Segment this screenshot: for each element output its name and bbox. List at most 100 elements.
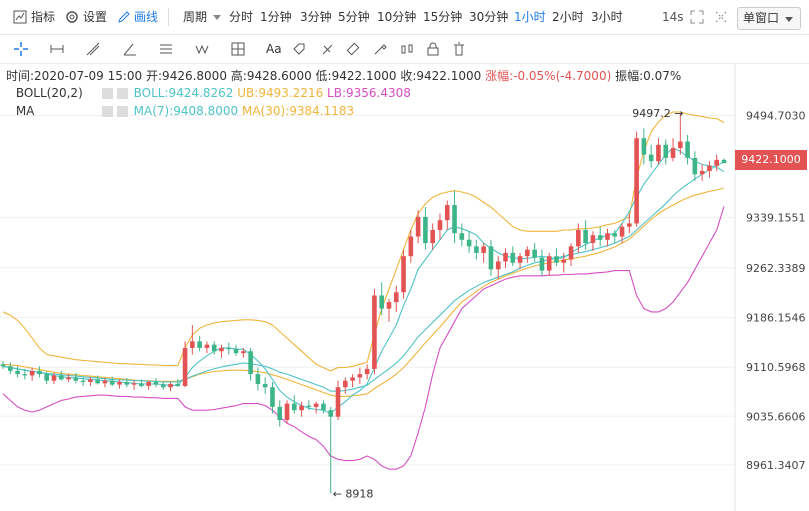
candle-body xyxy=(182,347,188,386)
candle-body xyxy=(423,216,428,244)
draw-button[interactable]: 画线 xyxy=(134,10,159,24)
interval-tab[interactable]: 1小时 xyxy=(514,10,546,24)
candle-body xyxy=(58,375,64,380)
candle-body xyxy=(131,383,137,385)
ub-value: UB:9493.2216 xyxy=(237,86,324,100)
candle-body xyxy=(408,236,414,257)
candle-body xyxy=(415,216,421,237)
candle-body xyxy=(488,246,494,270)
candle-body xyxy=(714,159,720,166)
interval-tab[interactable]: 2小时 xyxy=(552,10,584,24)
settings-icon[interactable] xyxy=(101,88,113,99)
collapse-icon[interactable] xyxy=(714,10,728,24)
candle-body xyxy=(692,157,698,175)
candle-body xyxy=(699,171,705,175)
y-tick-label: 9110.5968 xyxy=(746,361,806,374)
boll-legend: BOLL(20,2) BOLL:9424.8262 UB:9493.2216 L… xyxy=(6,86,411,100)
brush-icon[interactable] xyxy=(373,42,387,56)
interval-tab[interactable]: 3分钟 xyxy=(300,10,332,24)
candle-body xyxy=(379,295,385,309)
window-mode-select[interactable]: 单窗口 xyxy=(737,7,801,30)
interval-tab[interactable]: 1分钟 xyxy=(260,10,292,24)
boll-name: BOLL(20,2) xyxy=(15,86,83,100)
parallel-lines-icon[interactable] xyxy=(159,42,173,56)
candle-body xyxy=(525,249,530,257)
interval-tab[interactable]: 3小时 xyxy=(591,10,623,24)
ohlc-open: 开:9426.8000 xyxy=(146,69,227,83)
candle-body xyxy=(204,344,210,348)
candle-body xyxy=(335,387,341,417)
y-tick-label: 8961.3407 xyxy=(746,459,806,472)
lock-icon[interactable] xyxy=(426,42,440,56)
candle-body xyxy=(255,374,261,384)
candle-body xyxy=(88,379,93,383)
candle-body xyxy=(554,256,559,263)
candle-body xyxy=(292,403,297,411)
candle-body xyxy=(430,229,435,244)
high-annotation: 9497.2 → xyxy=(632,107,683,120)
ohlc-time: 时间:2020-07-09 15:00 xyxy=(6,69,143,83)
candle-body xyxy=(583,229,588,244)
ruler-icon[interactable] xyxy=(346,42,360,56)
interval-tab[interactable]: 30分钟 xyxy=(469,10,509,24)
candle-body xyxy=(401,256,406,293)
crosshair-icon[interactable] xyxy=(14,42,28,56)
magnet-icon[interactable] xyxy=(320,42,334,56)
fullscreen-icon[interactable] xyxy=(690,10,704,24)
candle-body xyxy=(44,374,49,381)
interval-tab[interactable]: 分时 xyxy=(229,10,254,24)
close-icon[interactable] xyxy=(116,106,128,117)
candle-body xyxy=(277,406,283,421)
top-toolbar: 指标 设置 画线 周期 分时 1分钟 3分钟 5分钟 10分钟 15分钟 30分钟 1小时 2小… xyxy=(0,0,809,35)
wave-icon[interactable] xyxy=(195,42,209,56)
angle-icon[interactable] xyxy=(123,42,137,56)
ohlc-change: 涨幅:-0.05%(-4.7000) xyxy=(485,69,612,83)
candle-body xyxy=(597,235,603,240)
interval-tab[interactable]: 10分钟 xyxy=(377,10,417,24)
ohlc-info: 时间:2020-07-09 15:00 开:9426.8000 高:9428.6… xyxy=(6,69,681,83)
text-tool-icon[interactable]: Aa xyxy=(266,42,282,56)
candle-body xyxy=(146,382,151,386)
y-tick-label: 9339.1551 xyxy=(746,211,806,224)
settings-icon[interactable] xyxy=(101,106,113,117)
candle-body xyxy=(474,246,479,253)
ohlc-high: 高:9428.6000 xyxy=(230,69,312,83)
candle-body xyxy=(510,252,516,263)
period-dropdown[interactable]: 周期 xyxy=(183,10,208,24)
tag-icon[interactable] xyxy=(292,42,306,56)
candle-body xyxy=(656,144,661,162)
low-annotation: ← 8918 xyxy=(333,487,374,500)
candle-body xyxy=(532,249,537,258)
boll-value: BOLL:9424.8262 xyxy=(133,86,234,100)
trend-line-icon[interactable] xyxy=(86,42,100,56)
candle-body xyxy=(7,366,13,371)
candle-body xyxy=(546,256,552,271)
candle-body xyxy=(342,380,348,388)
grid-box-icon[interactable] xyxy=(231,42,245,56)
candle-body xyxy=(284,403,290,421)
candle-body xyxy=(393,292,399,303)
price-chart[interactable]: 9494.7030 9339.1551 9262.3389 9186.1546 9110… xyxy=(0,64,809,511)
candle-body xyxy=(197,341,202,348)
candle-body xyxy=(80,380,86,383)
candle-body xyxy=(648,154,654,162)
interval-tab[interactable]: 15分钟 xyxy=(423,10,463,24)
candles-icon[interactable] xyxy=(400,42,414,56)
trash-icon[interactable] xyxy=(452,42,466,56)
candle-body xyxy=(233,349,239,354)
close-icon[interactable] xyxy=(116,88,128,99)
candle-body xyxy=(160,384,166,388)
current-price-tag: 9422.1000 xyxy=(735,150,807,170)
candle-body xyxy=(357,374,363,378)
candle-body xyxy=(168,383,173,388)
candle-body xyxy=(364,368,370,375)
indicator-button[interactable]: 指标 xyxy=(31,10,56,24)
settings-button[interactable]: 设置 xyxy=(83,10,108,24)
drawing-toolbar: Aa xyxy=(0,35,809,64)
candle-body xyxy=(0,364,6,367)
interval-tab[interactable]: 5分钟 xyxy=(338,10,370,24)
candle-body xyxy=(241,351,246,354)
candle-body xyxy=(495,261,501,270)
candle-body xyxy=(328,410,334,417)
horizontal-segment-icon[interactable] xyxy=(50,42,64,56)
